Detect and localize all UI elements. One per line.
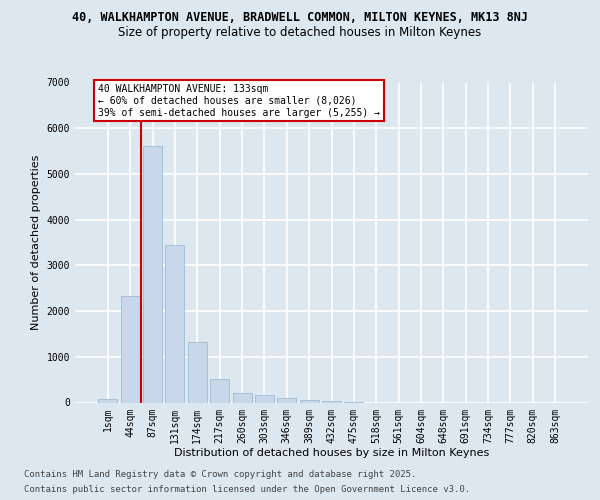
Bar <box>277 398 296 402</box>
Bar <box>233 393 251 402</box>
Text: 40 WALKHAMPTON AVENUE: 133sqm
← 60% of detached houses are smaller (8,026)
39% o: 40 WALKHAMPTON AVENUE: 133sqm ← 60% of d… <box>98 84 380 117</box>
Bar <box>188 342 207 402</box>
Bar <box>143 146 162 402</box>
Bar <box>322 400 341 402</box>
Bar <box>255 394 274 402</box>
X-axis label: Distribution of detached houses by size in Milton Keynes: Distribution of detached houses by size … <box>174 448 489 458</box>
Text: Contains HM Land Registry data © Crown copyright and database right 2025.: Contains HM Land Registry data © Crown c… <box>24 470 416 479</box>
Text: Size of property relative to detached houses in Milton Keynes: Size of property relative to detached ho… <box>118 26 482 39</box>
Bar <box>98 400 118 402</box>
Bar <box>299 400 319 402</box>
Text: Contains public sector information licensed under the Open Government Licence v3: Contains public sector information licen… <box>24 485 470 494</box>
Bar <box>166 245 184 402</box>
Bar <box>210 378 229 402</box>
Bar <box>121 296 140 403</box>
Text: 40, WALKHAMPTON AVENUE, BRADWELL COMMON, MILTON KEYNES, MK13 8NJ: 40, WALKHAMPTON AVENUE, BRADWELL COMMON,… <box>72 11 528 24</box>
Y-axis label: Number of detached properties: Number of detached properties <box>31 155 41 330</box>
